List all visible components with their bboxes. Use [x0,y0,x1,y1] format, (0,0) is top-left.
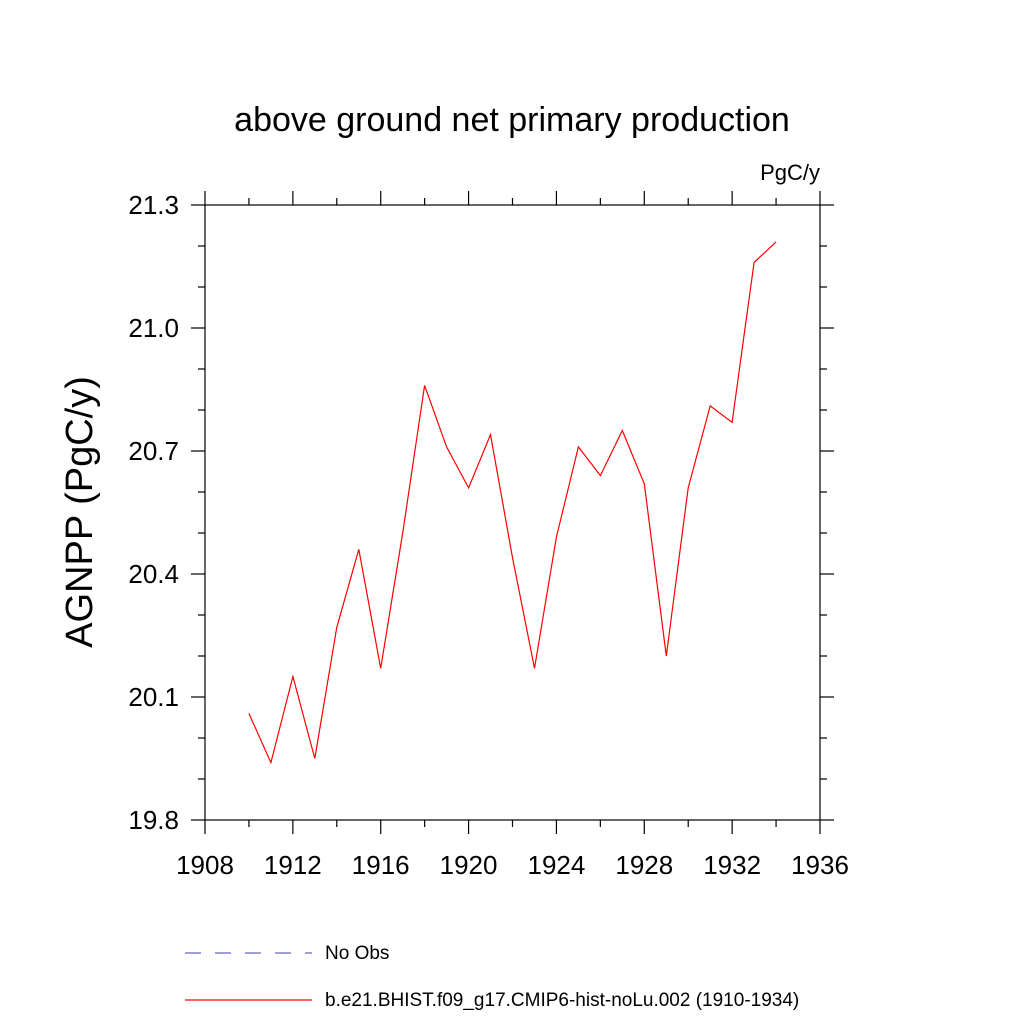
x-tick-labels: 1908 1912 1916 1920 1924 1928 1932 1936 [176,850,849,880]
legend-label-model-run: b.e21.BHIST.f09_g17.CMIP6-hist-noLu.002 … [325,990,799,1011]
y-tick-label: 19.8 [128,805,179,835]
x-tick-label: 1916 [352,850,410,880]
legend-label-no-obs: No Obs [325,943,389,964]
legend: No Obs b.e21.BHIST.f09_g17.CMIP6-hist-no… [185,943,799,1011]
y-tick-labels: 19.8 20.1 20.4 20.7 21.0 21.3 [128,190,179,835]
y-tick-label: 21.0 [128,313,179,343]
x-tick-label: 1924 [528,850,586,880]
x-tick-label: 1908 [176,850,234,880]
y-tick-label: 20.4 [128,559,179,589]
axis-ticks [191,191,834,834]
x-tick-label: 1920 [440,850,498,880]
x-tick-label: 1936 [791,850,849,880]
y-tick-label: 20.1 [128,682,179,712]
x-tick-label: 1912 [264,850,322,880]
x-tick-label: 1932 [703,850,761,880]
units-label: PgC/y [760,160,820,185]
x-tick-label: 1928 [615,850,673,880]
y-axis-label: AGNPP (PgC/y) [59,376,101,648]
series-line-0 [248,241,777,765]
chart-title: above ground net primary production [234,101,790,139]
y-tick-label: 20.7 [128,436,179,466]
series-lines [248,241,777,765]
plot-frame [204,204,821,821]
y-tick-label: 21.3 [128,190,179,220]
